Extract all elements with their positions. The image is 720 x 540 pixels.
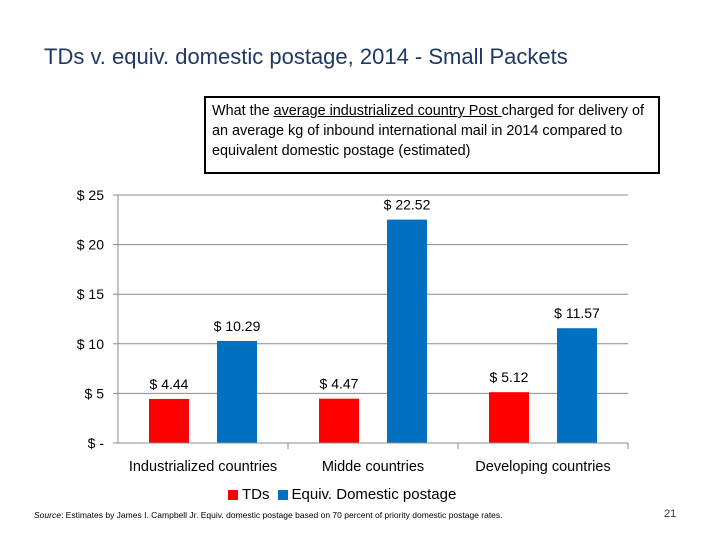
data-label: $ 22.52 <box>384 197 431 213</box>
bar-equiv <box>387 219 427 443</box>
callout-box: What the average industrialized country … <box>204 96 660 174</box>
x-tick-label: Midde countries <box>322 459 424 475</box>
legend-item-tds: TDs <box>228 486 270 503</box>
bar-tds <box>149 398 189 443</box>
bar-equiv <box>217 340 257 443</box>
callout-text-underlined: average industrialized country Post <box>273 103 502 119</box>
data-label: $ 5.12 <box>490 369 529 385</box>
data-label: $ 4.47 <box>320 376 359 392</box>
y-tick-label: $ 5 <box>85 385 105 401</box>
source-note: Source: Estimates by James I. Campbell J… <box>34 510 503 520</box>
y-tick-label: $ 25 <box>77 187 104 203</box>
x-tick-label: Industrialized countries <box>129 459 277 475</box>
legend-label-tds: TDs <box>242 486 270 503</box>
y-tick-label: $ 15 <box>77 286 104 302</box>
y-tick-label: $ 10 <box>77 336 104 352</box>
y-tick-label: $ - <box>88 435 105 451</box>
callout-text-part1: What the <box>212 103 274 119</box>
y-tick-label: $ 20 <box>77 237 104 253</box>
slide-title: TDs v. equiv. domestic postage, 2014 - S… <box>44 44 568 69</box>
data-label: $ 11.57 <box>554 305 600 321</box>
legend-swatch-equiv <box>277 489 288 500</box>
callout-text-part2: charged for delivery of an average kg of… <box>212 103 644 159</box>
legend-item-equiv: Equiv. Domestic postage <box>277 486 457 503</box>
bar-tds <box>319 398 359 443</box>
data-label: $ 10.29 <box>214 318 261 334</box>
legend: TDs Equiv. Domestic postage <box>228 486 464 503</box>
bar-equiv <box>557 328 597 443</box>
source-text: : Estimates by James I. Campbell Jr. Equ… <box>60 510 503 520</box>
source-prefix: Source <box>34 510 61 520</box>
page-number: 21 <box>664 508 677 520</box>
x-tick-label: Developing countries <box>475 459 610 475</box>
legend-swatch-tds <box>228 489 238 500</box>
data-label: $ 4.44 <box>150 376 189 392</box>
bar-tds <box>489 392 529 443</box>
legend-label-equiv: Equiv. Domestic postage <box>291 486 457 503</box>
